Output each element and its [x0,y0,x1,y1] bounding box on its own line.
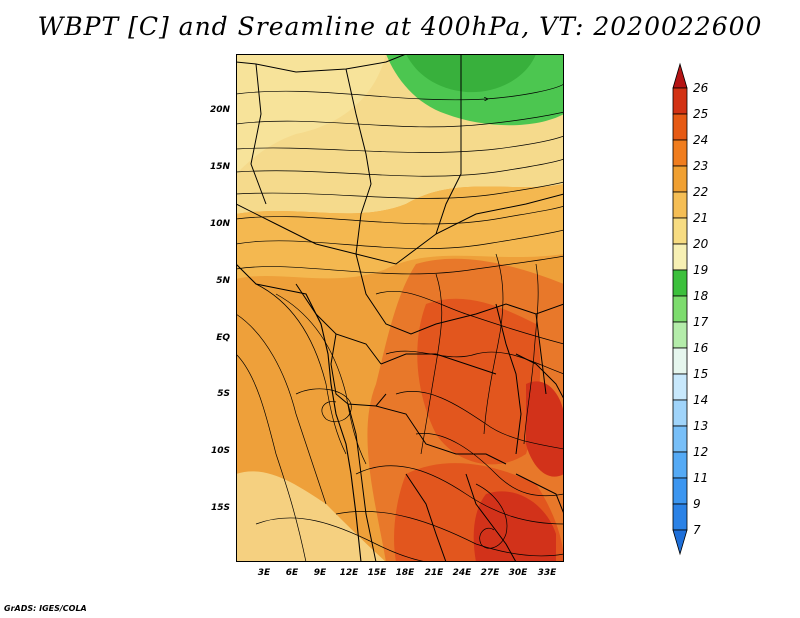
lat-label-5n: 5N [216,276,230,286]
lat-label-5s: 5S [217,389,230,399]
colorbar-label-11: 11 [693,471,709,485]
colorbar-arrow-top [672,62,688,89]
field-red-east [526,381,564,477]
lon-label-33e: 33E [537,568,557,578]
colorbar-segment [672,295,688,323]
field-red-orange-1 [417,298,541,465]
colorbar-arrow-bottom [672,529,688,556]
colorbar-segment [672,373,688,401]
lon-label-18e: 18E [395,568,415,578]
map-frame [236,54,564,562]
map-panel [236,54,564,562]
colorbar-segment [672,347,688,375]
colorbar-segment [672,87,688,115]
field-green-dark [406,54,536,93]
colorbar-label-24: 24 [693,133,709,147]
colorbar-segment [672,399,688,427]
lon-label-24e: 24E [452,568,472,578]
colorbar-label-26: 26 [693,81,709,95]
colorbar-label-16: 16 [693,341,709,355]
colorbar-label-17: 17 [693,315,709,329]
footer-credit: GrADS: IGES/COLA [4,604,87,613]
colorbar-label-18: 18 [693,289,709,303]
colorbar-label-14: 14 [693,393,709,407]
colorbar-label-25: 25 [693,107,709,121]
country-borders [236,54,564,562]
colorbar-segment [672,321,688,349]
colorbar-segment [672,269,688,297]
colorbar-label-13: 13 [693,419,709,433]
colorbar-label-19: 19 [693,263,709,277]
colorbar-label-12: 12 [693,445,709,459]
lon-label-6e: 6E [285,568,299,578]
colorbar-segment [672,243,688,271]
colorbar-segment [672,139,688,167]
colorbar-segment [672,477,688,505]
lon-label-15e: 15E [367,568,387,578]
colorbar-label-23: 23 [693,159,709,173]
lat-label-eq: EQ [216,333,230,343]
lon-label-30e: 30E [508,568,528,578]
field-pale-sw [236,471,386,562]
colorbar-label-21: 21 [693,211,709,225]
colorbar-label-20: 20 [693,237,709,251]
colorbar-segment [672,451,688,479]
colorbar-segment [672,165,688,193]
lon-label-3e: 3E [257,568,271,578]
lat-label-15n: 15N [209,162,230,172]
colorbar-label-22: 22 [693,185,709,199]
field-light-orange [236,184,564,279]
colorbar-segment [672,113,688,141]
lat-label-20n: 20N [209,105,230,115]
lat-label-10s: 10S [210,446,230,456]
lat-label-10n: 10N [209,219,230,229]
field-pale-nw [236,54,386,174]
lon-label-12e: 12E [339,568,359,578]
lon-label-9e: 9E [313,568,327,578]
colorbar-segment [672,425,688,453]
colorbar-label-15: 15 [693,367,709,381]
colorbar-segment [672,191,688,219]
colorbar-label-7: 7 [693,523,701,537]
colorbar [672,62,688,556]
lon-label-21e: 21E [424,568,444,578]
colorbar-label-9: 9 [693,497,701,511]
field-red [473,491,556,562]
colorbar-segment [672,217,688,245]
streamlines [236,83,564,562]
lat-label-15s: 15S [210,503,230,513]
lon-label-27e: 27E [480,568,500,578]
chart-title: WBPT [C] and Sreamline at 400hPa, VT: 20… [37,12,763,41]
map-svg [236,54,564,562]
colorbar-segment [672,503,688,531]
